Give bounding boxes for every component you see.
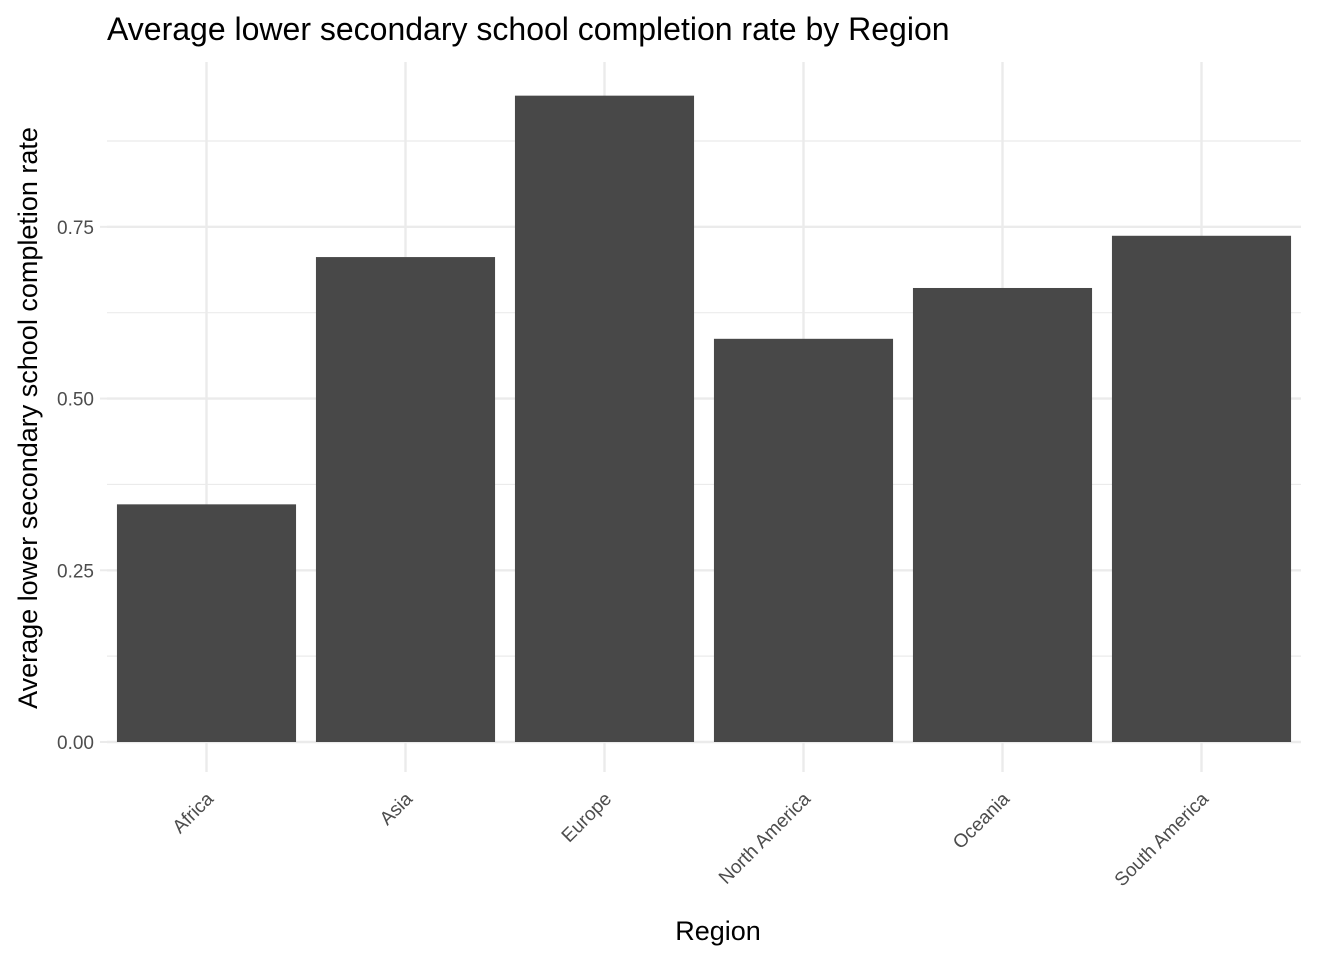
x-tick-label: Africa: [169, 788, 218, 837]
bar-north-america: [713, 338, 894, 742]
x-axis-ticks: Africa Asia Europe North America Oceania Sout…: [169, 742, 1213, 891]
y-axis-ticks: 0.00 0.25 0.50 0.75: [57, 218, 107, 754]
y-tick-label: 0.00: [57, 733, 94, 754]
bar-europe: [514, 95, 695, 743]
x-axis-title: Region: [675, 916, 761, 946]
bar-asia: [315, 257, 496, 742]
x-tick-label: North America: [715, 788, 815, 888]
y-tick-label: 0.25: [57, 561, 94, 582]
x-tick-label: Europe: [558, 789, 616, 847]
bar-south-america: [1111, 235, 1292, 742]
chart-title: Average lower secondary school completio…: [107, 11, 950, 47]
y-tick-label: 0.50: [57, 390, 94, 411]
x-tick-label: Asia: [376, 788, 417, 829]
x-tick-label: Oceania: [949, 788, 1014, 853]
bar-oceania: [912, 287, 1093, 742]
x-tick-label: South America: [1111, 788, 1214, 891]
y-axis-title: Average lower secondary school completio…: [13, 127, 43, 709]
y-tick-label: 0.75: [57, 218, 94, 239]
bars: [116, 95, 1292, 743]
bar-africa: [116, 504, 297, 742]
